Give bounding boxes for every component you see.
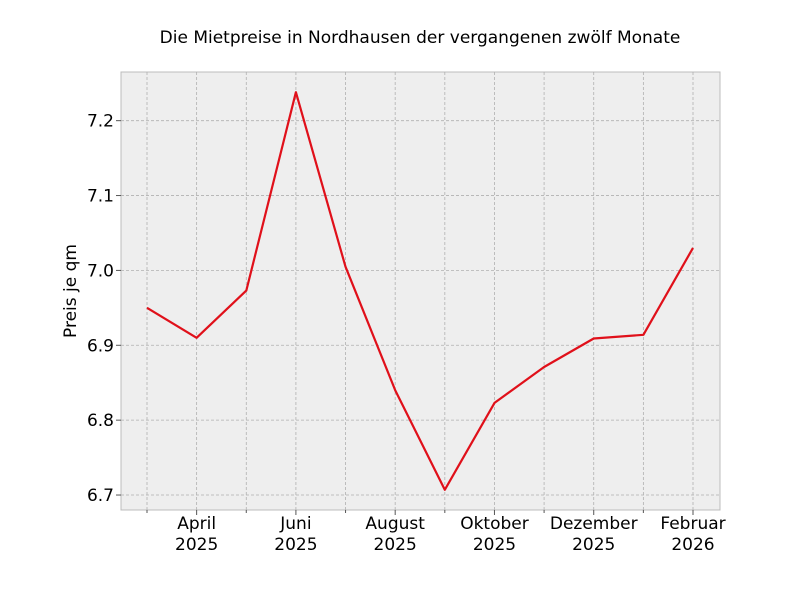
y-tick-label: 6.7 <box>87 486 114 506</box>
plot-area <box>120 71 721 511</box>
x-tick-label-year: 2025 <box>274 535 317 555</box>
y-tick-label: 6.9 <box>87 336 114 356</box>
x-tick-label-month: Oktober <box>460 514 529 534</box>
x-tick-label-year: 2026 <box>671 535 714 555</box>
y-axis: 6.7 6.8 6.9 7.0 7.1 7.2 <box>87 112 121 506</box>
y-tick-label: 7.2 <box>87 112 114 132</box>
y-tick-label: 6.8 <box>87 411 114 431</box>
chart-title: Die Mietpreise in Nordhausen der vergang… <box>160 28 681 48</box>
x-tick-label-year: 2025 <box>473 535 516 555</box>
x-tick-label-month: Dezember <box>550 514 638 534</box>
x-axis: April2025Juni2025August2025Oktober2025De… <box>146 510 726 555</box>
series-line <box>146 91 694 491</box>
y-tick-label: 7.0 <box>87 261 114 281</box>
x-tick-label-year: 2025 <box>572 535 615 555</box>
grid-lines <box>121 72 720 510</box>
x-tick-label-month: Juni <box>279 514 311 534</box>
series-layer <box>146 91 694 491</box>
x-tick-label-year: 2025 <box>374 535 417 555</box>
y-axis-label: Preis je qm <box>61 244 81 338</box>
x-tick-label-month: April <box>177 514 216 534</box>
x-tick-label-month: August <box>365 514 425 534</box>
y-tick-label: 7.1 <box>87 187 114 207</box>
x-tick-label-year: 2025 <box>175 535 218 555</box>
x-tick-label-month: Februar <box>660 514 725 534</box>
